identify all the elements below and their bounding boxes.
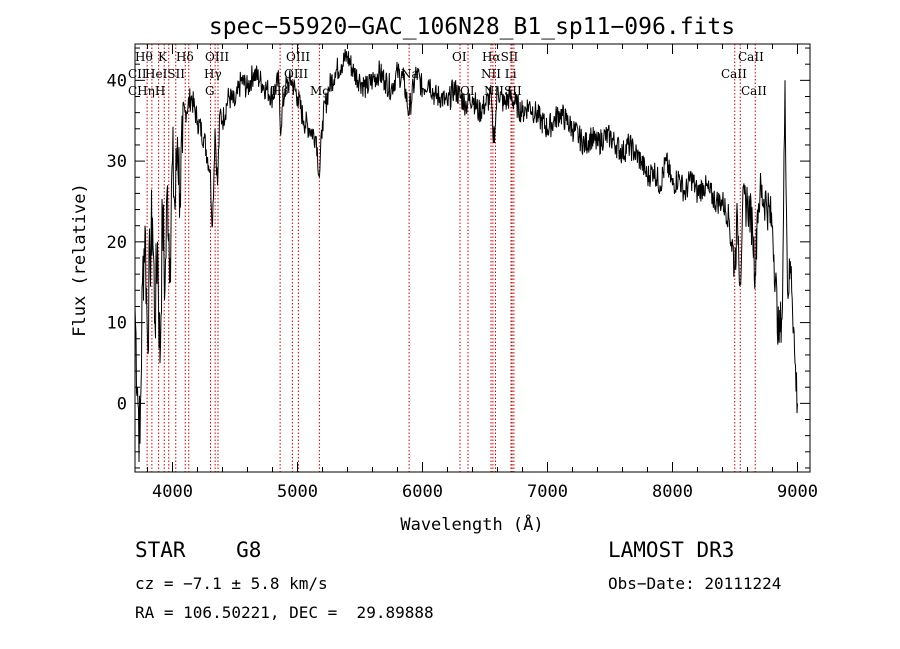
chart-title: spec−55920−GAC_106N28_B1_sp11−096.fits [209,14,735,40]
line-label: K [158,50,168,64]
spectrum-line [134,49,798,463]
line-label: OIII [284,67,308,81]
line-label: CHηH [128,84,165,98]
x-axis: 4000 5000 6000 7000 8000 9000 [147,44,818,502]
line-label: HαSII [482,50,519,64]
line-label: Hβ [271,84,288,98]
x-tick-label: 5000 [277,482,318,502]
line-label: OIII [286,50,310,64]
y-tick-label: 20 [107,233,127,253]
line-label: OI [460,84,475,98]
spectral-line-markers [146,44,756,472]
object-class: STAR G8 [135,538,262,562]
y-axis-label: Flux (relative) [70,183,90,337]
y-tick-label: 40 [107,71,127,91]
y-axis: 0 10 20 30 40 [107,47,810,469]
line-label: CaII [721,67,747,81]
line-label: Na [401,67,419,81]
line-label: CaII [738,50,764,64]
line-label: OI [452,50,467,64]
redshift: cz = −7.1 ± 5.8 km/s [135,574,328,593]
line-labels: Hθ K Hδ OIII OIII OI HαSII CaII CII HeIS… [128,50,767,98]
line-label: G [205,84,215,98]
line-label: NIISII [484,84,522,98]
line-label: Hθ [135,50,153,64]
line-label: CaII [741,84,767,98]
x-tick-label: 4000 [152,482,193,502]
line-label: HeISII [145,67,185,81]
plot-frame [134,43,811,473]
y-tick-label: 0 [117,394,127,414]
x-tick-label: 6000 [402,482,443,502]
y-tick-label: 30 [107,152,127,172]
x-tick-label: 9000 [777,482,818,502]
line-label: CII [128,67,147,81]
y-tick-label: 10 [107,314,127,334]
line-label: Hγ [204,67,222,81]
line-label: Mg [310,84,330,98]
x-axis-label: Wavelength (Å) [400,513,543,535]
x-tick-label: 7000 [527,482,568,502]
survey-name: LAMOST DR3 [608,538,735,562]
x-tick-label: 8000 [652,482,693,502]
obs-date: Obs−Date: 20111224 [608,574,782,593]
coordinates: RA = 106.50221, DEC = 29.89888 [135,603,434,622]
line-label: Hδ [176,50,194,64]
line-label: OIII [205,50,229,64]
line-label: NII Li [481,67,517,81]
